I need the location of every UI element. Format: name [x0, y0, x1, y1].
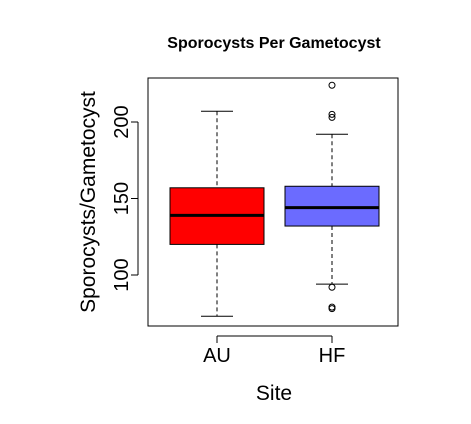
- box-hf: [284, 81, 380, 313]
- x-axis: AU HF: [203, 335, 346, 367]
- plot-area-frame: [147, 77, 399, 327]
- x-tick-label: AU: [203, 345, 231, 367]
- y-tick-label: 100: [111, 258, 133, 291]
- y-tick-label: 150: [111, 182, 133, 215]
- outlier-point: [328, 283, 336, 291]
- outlier-point: [328, 113, 336, 121]
- x-axis-label: Site: [256, 382, 292, 405]
- y-tick-label: 200: [111, 105, 133, 138]
- x-tick-label: HF: [319, 345, 346, 367]
- outlier-point: [328, 303, 336, 311]
- outlier-point: [328, 110, 336, 118]
- box-group: [169, 81, 380, 317]
- chart-title: Sporocysts Per Gametocyst: [167, 35, 381, 52]
- outlier-point: [328, 81, 336, 89]
- iqr-box: [284, 185, 380, 227]
- box-au: [169, 110, 265, 317]
- y-axis-label: Sporocysts/Gametocyst: [77, 91, 100, 313]
- y-axis: 100 150 200: [111, 105, 139, 292]
